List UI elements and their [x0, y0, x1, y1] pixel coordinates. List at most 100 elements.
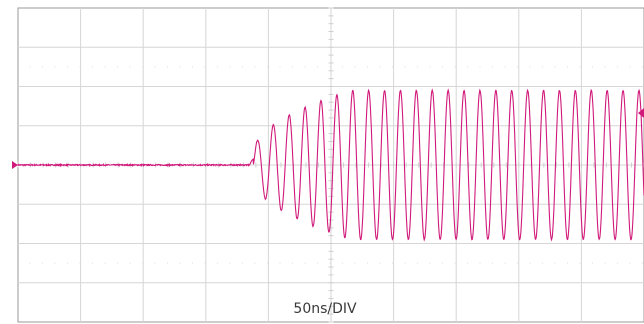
- subdivision-dot: [591, 66, 594, 68]
- subdivision-dot: [629, 262, 631, 264]
- subdivision-dot: [529, 66, 531, 68]
- subdivision-dot: [79, 66, 81, 68]
- subdivision-dot: [466, 66, 469, 68]
- subdivision-dot: [391, 66, 394, 68]
- subdivision-dot: [579, 66, 581, 68]
- subdivision-dot: [154, 66, 156, 68]
- subdivision-dot: [166, 262, 169, 264]
- subdivision-dot: [179, 262, 181, 264]
- subdivision-dot: [79, 262, 81, 264]
- subdivision-dot: [154, 262, 156, 264]
- subdivision-dot: [529, 262, 531, 264]
- subdivision-dot: [129, 262, 131, 264]
- subdivision-dot: [404, 66, 406, 68]
- subdivision-dot: [291, 66, 294, 68]
- trigger-level-marker: [638, 108, 644, 118]
- subdivision-dot: [616, 66, 619, 68]
- subdivision-dot: [254, 66, 256, 68]
- subdivision-dot: [454, 262, 456, 264]
- center-axis-ticks: [17, 7, 644, 323]
- subdivision-dot: [241, 66, 244, 68]
- subdivision-dot: [479, 66, 481, 68]
- subdivision-dot: [254, 262, 256, 264]
- subdivision-dot: [416, 66, 419, 68]
- subdivision-dot: [104, 262, 106, 264]
- subdivision-dot: [279, 262, 281, 264]
- subdivision-dot: [41, 66, 44, 68]
- subdivision-dot: [429, 66, 431, 68]
- subdivision-dot: [91, 66, 94, 68]
- subdivision-dot: [29, 66, 31, 68]
- subdivision-dot: [379, 262, 381, 264]
- subdivision-dot: [66, 66, 69, 68]
- subdivision-dot: [504, 262, 506, 264]
- subdivision-dot: [191, 262, 194, 264]
- subdivision-dot: [491, 66, 494, 68]
- signal-trace: [17, 88, 644, 242]
- ground-reference-marker: [12, 161, 18, 169]
- subdivision-dot: [66, 262, 69, 264]
- subdivision-dot: [354, 66, 356, 68]
- subdivision-dot: [191, 66, 194, 68]
- subdivision-dot: [241, 262, 244, 264]
- subdivision-dot: [354, 262, 356, 264]
- subdivision-dot: [316, 66, 319, 68]
- subdivision-dot: [591, 262, 594, 264]
- subdivision-dot: [566, 66, 569, 68]
- subdivision-dot: [629, 66, 631, 68]
- subdivision-dot: [454, 66, 456, 68]
- subdivision-dot: [416, 262, 419, 264]
- subdivision-dot: [116, 66, 119, 68]
- subdivision-dot: [41, 262, 44, 264]
- subdivision-dot: [366, 262, 369, 264]
- subdivision-dot: [291, 262, 294, 264]
- subdivision-dots: [29, 66, 644, 264]
- subdivision-dot: [441, 262, 444, 264]
- subdivision-dot: [641, 262, 644, 264]
- subdivision-dot: [379, 66, 381, 68]
- subdivision-dot: [466, 262, 469, 264]
- subdivision-dot: [304, 262, 306, 264]
- subdivision-dot: [504, 66, 506, 68]
- subdivision-dot: [91, 262, 94, 264]
- subdivision-dot: [616, 262, 619, 264]
- subdivision-dot: [579, 262, 581, 264]
- subdivision-dot: [116, 262, 119, 264]
- subdivision-dot: [516, 66, 519, 68]
- subdivision-dot: [329, 66, 331, 68]
- subdivision-dot: [554, 262, 556, 264]
- subdivision-dot: [341, 262, 344, 264]
- subdivision-dot: [166, 66, 169, 68]
- subdivision-dot: [366, 66, 369, 68]
- subdivision-dot: [141, 262, 144, 264]
- subdivision-dot: [29, 262, 31, 264]
- subdivision-dot: [441, 66, 444, 68]
- subdivision-dot: [279, 66, 281, 68]
- timebase-label: 50ns/DIV: [293, 301, 357, 317]
- subdivision-dot: [129, 66, 131, 68]
- subdivision-dot: [229, 262, 231, 264]
- subdivision-dot: [216, 66, 219, 68]
- subdivision-dot: [266, 262, 269, 264]
- subdivision-dot: [54, 262, 56, 264]
- subdivision-dot: [404, 262, 406, 264]
- subdivision-dot: [266, 66, 269, 68]
- subdivision-dot: [179, 66, 181, 68]
- subdivision-dot: [341, 66, 344, 68]
- subdivision-dot: [429, 262, 431, 264]
- subdivision-dot: [329, 262, 331, 264]
- subdivision-dot: [204, 262, 206, 264]
- subdivision-dot: [54, 66, 56, 68]
- subdivision-dot: [604, 66, 606, 68]
- subdivision-dot: [229, 66, 231, 68]
- subdivision-dot: [491, 262, 494, 264]
- subdivision-dot: [316, 262, 319, 264]
- subdivision-dot: [304, 66, 306, 68]
- subdivision-dot: [566, 262, 569, 264]
- subdivision-dot: [141, 66, 144, 68]
- subdivision-dot: [216, 262, 219, 264]
- subdivision-dot: [479, 262, 481, 264]
- subdivision-dot: [516, 262, 519, 264]
- subdivision-dot: [641, 66, 644, 68]
